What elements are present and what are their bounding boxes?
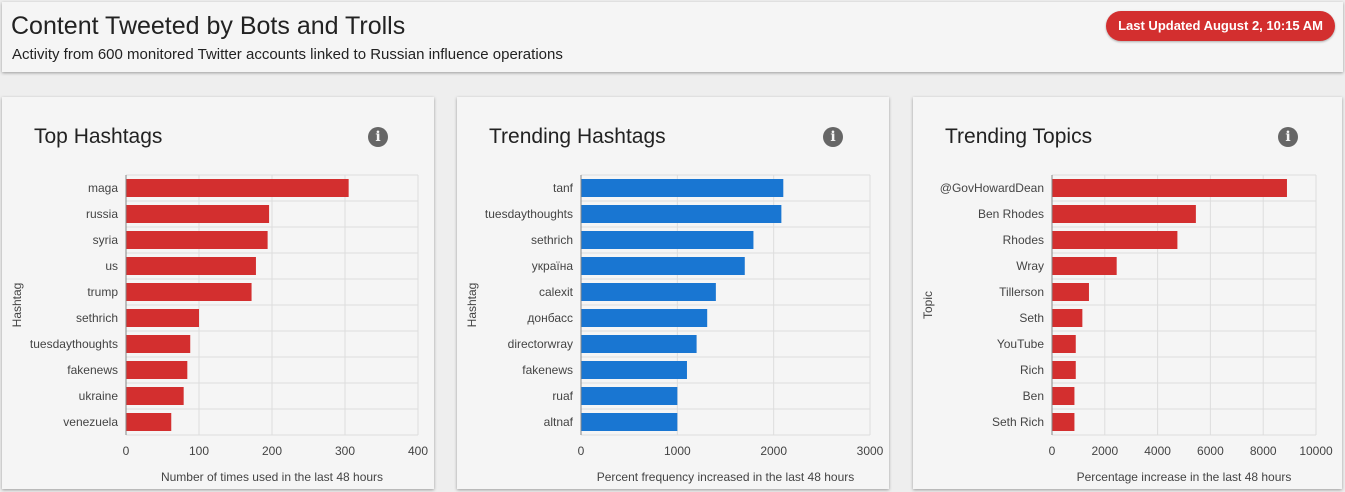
top-hashtags-chart: maga russia syria us trump sethrich tuesdaytho… <box>10 174 428 484</box>
bar <box>1052 387 1075 405</box>
bar <box>581 179 784 197</box>
bar <box>126 361 188 379</box>
x-tick-label: 100 <box>189 444 209 458</box>
category-label: Wray <box>1016 259 1044 273</box>
category-label: @GovHowardDean <box>940 181 1044 195</box>
bar <box>126 257 256 275</box>
info-icon[interactable]: i <box>823 127 843 147</box>
y-axis-label: Hashtag <box>10 283 24 328</box>
bar <box>1052 231 1178 249</box>
x-tick-label: 0 <box>1049 444 1056 458</box>
x-tick-label: 3000 <box>857 444 884 458</box>
category-label: tanf <box>553 181 574 195</box>
category-label: Seth <box>1019 311 1044 325</box>
x-tick-label: 6000 <box>1197 444 1224 458</box>
bar <box>581 387 678 405</box>
category-label: tuesdaythoughts <box>30 337 118 351</box>
x-tick-label: 2000 <box>1091 444 1118 458</box>
trending-topics-chart: @GovHowardDean Ben Rhodes Rhodes Wray Tiller… <box>921 174 1333 484</box>
bar <box>581 413 678 431</box>
category-label: Rhodes <box>1003 233 1044 247</box>
category-label: calexit <box>539 285 574 299</box>
category-label: ukraine <box>79 389 119 403</box>
category-label: russia <box>86 207 118 221</box>
x-axis-label: Percent frequency increased in the last … <box>597 470 854 484</box>
bar <box>126 231 268 249</box>
dashboard-header: Content Tweeted by Bots and Trolls Activ… <box>2 2 1343 72</box>
y-axis-label: Topic <box>921 291 935 319</box>
category-label: trump <box>87 285 118 299</box>
bar <box>126 205 270 223</box>
bar <box>126 413 172 431</box>
bar <box>126 283 252 301</box>
category-label: syria <box>93 233 119 247</box>
x-tick-label: 1000 <box>664 444 691 458</box>
category-label: Ben <box>1023 389 1044 403</box>
category-label: fakenews <box>522 363 573 377</box>
category-label: Tillerson <box>999 285 1044 299</box>
x-tick-label: 400 <box>408 444 428 458</box>
bar <box>1052 335 1076 353</box>
trending-hashtags-card: Trending Hashtags i tanf tuesdaythoughts s… <box>457 97 889 489</box>
bar <box>581 309 708 327</box>
bar <box>581 257 745 275</box>
category-label: Rich <box>1020 363 1044 377</box>
bar <box>581 205 782 223</box>
category-label: maga <box>88 181 118 195</box>
category-label: YouTube <box>997 337 1044 351</box>
x-tick-label: 200 <box>262 444 282 458</box>
card-title: Trending Topics <box>945 125 1093 148</box>
bar <box>1052 361 1076 379</box>
page-title: Content Tweeted by Bots and Trolls <box>11 12 406 40</box>
bar <box>126 309 199 327</box>
x-tick-label: 0 <box>123 444 130 458</box>
y-axis-label: Hashtag <box>465 283 479 328</box>
card-title: Trending Hashtags <box>489 125 666 148</box>
top-hashtags-card: Top Hashtags i maga russia syria us trump set… <box>2 97 434 489</box>
x-tick-label: 10000 <box>1299 444 1333 458</box>
category-label: Seth Rich <box>992 415 1044 429</box>
category-label: sethrich <box>76 311 118 325</box>
x-tick-label: 8000 <box>1250 444 1277 458</box>
trending-hashtags-chart: tanf tuesdaythoughts sethrich україна calexi… <box>465 174 884 484</box>
bar <box>581 335 697 353</box>
category-label: directorwray <box>508 337 573 351</box>
category-label: україна <box>532 259 574 273</box>
category-label: altnaf <box>544 415 574 429</box>
bar <box>126 335 191 353</box>
bar <box>126 387 184 405</box>
x-axis-label: Number of times used in the last 48 hour… <box>161 470 383 484</box>
category-label: донбасс <box>527 311 573 325</box>
x-tick-label: 2000 <box>760 444 787 458</box>
page-subtitle: Activity from 600 monitored Twitter acco… <box>12 46 563 63</box>
bar <box>126 179 349 197</box>
bar <box>1052 179 1287 197</box>
category-label: fakenews <box>67 363 118 377</box>
bar <box>1052 309 1083 327</box>
bar <box>1052 283 1089 301</box>
bar <box>581 231 754 249</box>
bar <box>1052 413 1075 431</box>
category-label: venezuela <box>63 415 118 429</box>
last-updated-badge: Last Updated August 2, 10:15 AM <box>1106 11 1335 41</box>
x-tick-label: 0 <box>578 444 585 458</box>
category-label: sethrich <box>531 233 573 247</box>
category-label: us <box>105 259 118 273</box>
trending-topics-card: Trending Topics i @GovHowardDean Ben Rhod… <box>913 97 1342 489</box>
bar <box>1052 205 1196 223</box>
x-tick-label: 4000 <box>1144 444 1171 458</box>
bar <box>581 361 687 379</box>
info-icon[interactable]: i <box>1278 127 1298 147</box>
x-tick-label: 300 <box>335 444 355 458</box>
card-title: Top Hashtags <box>34 125 163 148</box>
bar <box>1052 257 1117 275</box>
category-label: Ben Rhodes <box>978 207 1044 221</box>
bar <box>581 283 716 301</box>
category-label: ruaf <box>552 389 573 403</box>
category-label: tuesdaythoughts <box>485 207 573 221</box>
info-icon[interactable]: i <box>368 127 388 147</box>
x-axis-label: Percentage increase in the last 48 hours <box>1077 470 1292 484</box>
